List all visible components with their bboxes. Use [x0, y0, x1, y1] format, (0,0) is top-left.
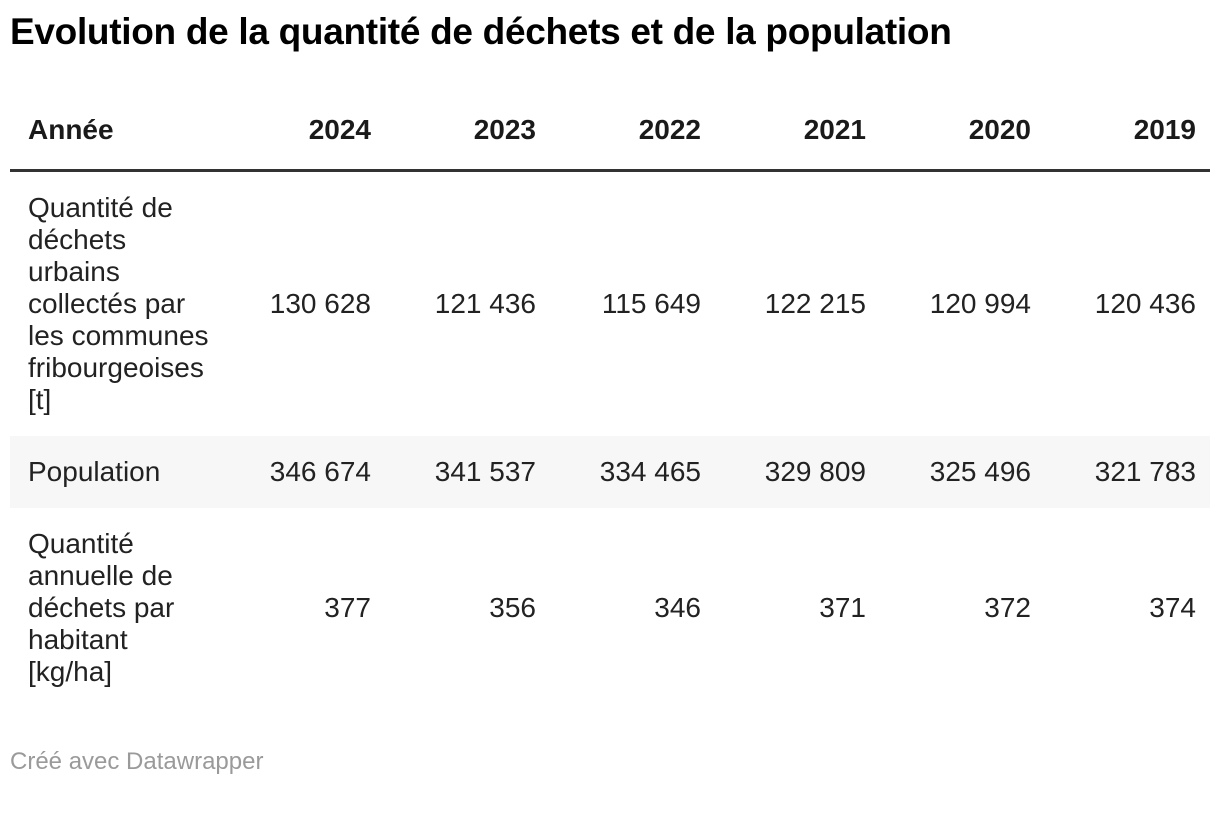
- table-header: Année 2024 2023 2022 2021 2020 2019: [10, 101, 1210, 171]
- cell-value: 122 215: [764, 288, 866, 319]
- row-label: Population: [28, 456, 161, 487]
- cell-value: 130 628: [269, 288, 371, 319]
- column-header-2021: 2021: [803, 114, 866, 145]
- table-body: Quantité de déchets urbains collectés pa…: [10, 171, 1210, 709]
- table-row-dechets-collectes: Quantité de déchets urbains collectés pa…: [10, 171, 1210, 437]
- cell-value: 346 674: [269, 456, 371, 487]
- row-label: Quantité annuelle de déchets par habitan…: [28, 528, 175, 687]
- column-header-2020: 2020: [968, 114, 1031, 145]
- column-header-annee: Année: [28, 114, 114, 145]
- table-row-population: Population 346 674 341 537 334 465 329 8…: [10, 436, 1210, 508]
- cell-value: 329 809: [764, 456, 866, 487]
- cell-value: 377: [324, 592, 371, 623]
- cell-value: 325 496: [929, 456, 1031, 487]
- datawrapper-attribution-link[interactable]: Créé avec Datawrapper: [10, 748, 264, 775]
- cell-value: 120 994: [929, 288, 1031, 319]
- attribution-footer: Créé avec Datawrapper: [10, 748, 1210, 776]
- column-header-2022: 2022: [638, 114, 701, 145]
- column-header-2023: 2023: [473, 114, 536, 145]
- cell-value: 346: [654, 592, 701, 623]
- cell-value: 121 436: [434, 288, 536, 319]
- cell-value: 321 783: [1094, 456, 1196, 487]
- cell-value: 120 436: [1094, 288, 1196, 319]
- cell-value: 334 465: [599, 456, 701, 487]
- header-row: Année 2024 2023 2022 2021 2020 2019: [10, 101, 1210, 171]
- data-table: Année 2024 2023 2022 2021 2020 2019 Quan…: [10, 101, 1210, 708]
- cell-value: 371: [819, 592, 866, 623]
- cell-value: 356: [489, 592, 536, 623]
- cell-value: 115 649: [601, 288, 701, 319]
- column-header-2024: 2024: [308, 114, 371, 145]
- cell-value: 341 537: [434, 456, 536, 487]
- cell-value: 374: [1149, 592, 1196, 623]
- datawrapper-table-widget: Evolution de la quantité de déchets et d…: [0, 9, 1220, 776]
- page-title: Evolution de la quantité de déchets et d…: [10, 11, 952, 52]
- column-header-2019: 2019: [1133, 114, 1196, 145]
- cell-value: 372: [984, 592, 1031, 623]
- table-row-dechets-par-habitant: Quantité annuelle de déchets par habitan…: [10, 508, 1210, 708]
- row-label: Quantité de déchets urbains collectés pa…: [28, 192, 209, 415]
